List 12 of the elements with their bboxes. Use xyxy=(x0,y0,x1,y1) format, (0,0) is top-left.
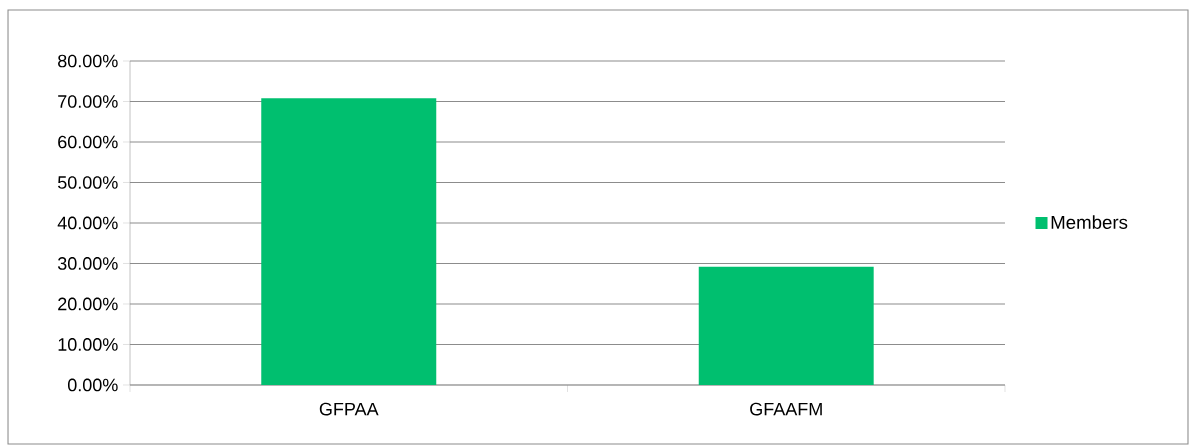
x-tick-label: GFPAA xyxy=(319,402,379,416)
y-tick-label: 20.00% xyxy=(58,297,118,311)
x-tick-label: GFAAFM xyxy=(750,402,822,416)
y-tick-label: 60.00% xyxy=(58,135,118,149)
legend-label: Members xyxy=(1051,215,1128,229)
y-tick-label: 0.00% xyxy=(67,378,118,392)
y-tick-label: 40.00% xyxy=(57,216,118,230)
y-tick-label: 30.00% xyxy=(57,257,118,270)
y-tick-label: 80.00% xyxy=(58,54,118,68)
y-tick-label: 50.00% xyxy=(57,176,118,189)
y-tick-label: 10.00% xyxy=(58,338,118,351)
y-tick-label: 70.00% xyxy=(58,95,118,108)
